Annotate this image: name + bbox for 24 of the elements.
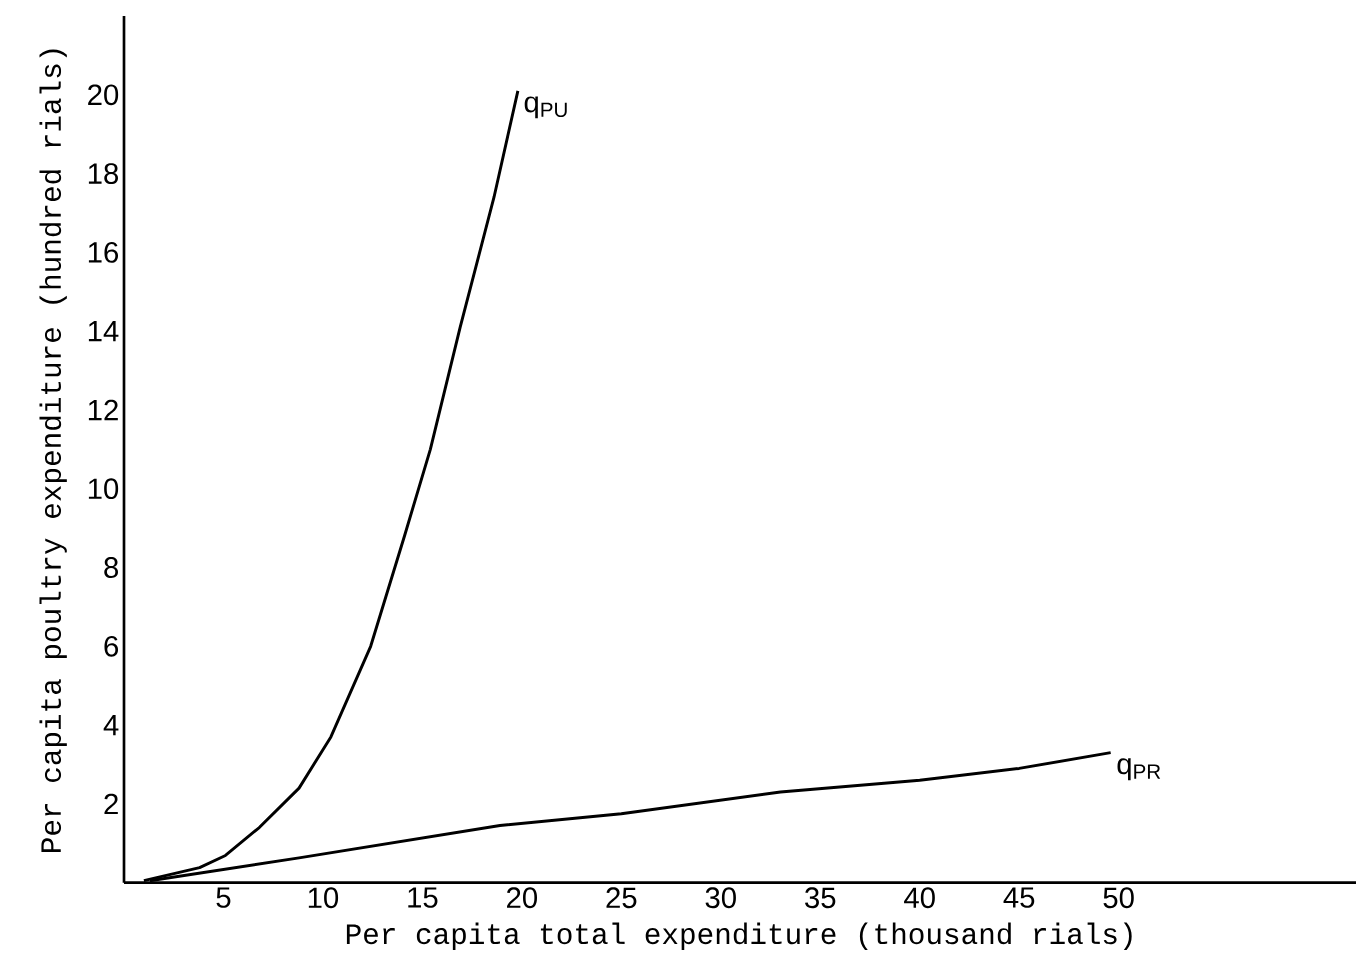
x-tick-label: 15 xyxy=(408,887,438,908)
series-label: q$_{PU}$ xyxy=(524,96,567,119)
x-tick-label: 30 xyxy=(705,887,736,909)
y-tick-label: 6 xyxy=(104,635,119,657)
x-tick-label: 40 xyxy=(904,887,935,909)
y-tick-label: 16 xyxy=(88,241,119,263)
x-tick-label: 35 xyxy=(805,887,836,909)
y-tick-label: 2 xyxy=(104,793,118,815)
y-tick-label: 4 xyxy=(103,715,119,736)
y-tick-label: 12 xyxy=(88,399,118,421)
x-tick-label: 20 xyxy=(507,887,538,909)
x-axis-title: Per capita total expenditure (thousand rials) xyxy=(346,922,1132,950)
x-tick-label: 45 xyxy=(1003,887,1035,908)
x-tick-label: 10 xyxy=(308,887,339,909)
y-axis-title: Per capita poultry expenditure (hundred rials) xyxy=(39,49,67,852)
y-tick-label: 8 xyxy=(104,557,119,578)
x-tick-label: 50 xyxy=(1103,887,1134,909)
x-tick-label: 5 xyxy=(216,887,231,908)
x-tick-label: 25 xyxy=(606,887,637,909)
series-label: q$_{PR}$ xyxy=(1117,758,1161,781)
y-tick-label: 14 xyxy=(88,321,119,342)
y-tick-label: 20 xyxy=(88,84,119,106)
y-tick-label: 10 xyxy=(88,478,119,500)
y-tick-label: 18 xyxy=(88,163,119,184)
